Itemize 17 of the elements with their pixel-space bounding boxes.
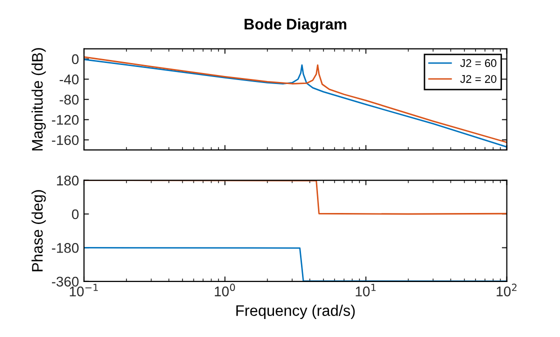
- y-tick-label: 180: [57, 176, 79, 186]
- y-tick-label: 0: [72, 54, 79, 64]
- legend-label: J2 = 60: [460, 59, 496, 68]
- y-axis-title: Magnitude (dB): [32, 48, 46, 150]
- y-tick-label: -80: [60, 94, 79, 105]
- y-tick-label: -120: [52, 114, 79, 125]
- x-axis-title: Frequency (rad/s): [236, 304, 355, 319]
- y-tick-label: -180: [52, 243, 79, 253]
- y-tick-label: -160: [52, 135, 79, 146]
- chart-title: Bode Diagram: [244, 18, 346, 33]
- y-tick-label: -40: [60, 74, 79, 84]
- y-axis-title: Phase (deg): [32, 190, 46, 272]
- x-tick-label: 10$^{0}$: [214, 284, 235, 296]
- x-tick-label: 10$^{2}$: [496, 284, 516, 296]
- legend-label: J2 = 20: [460, 75, 496, 83]
- y-tick-label: 0: [72, 209, 79, 220]
- x-tick-label: 10$^{1}$: [356, 284, 376, 296]
